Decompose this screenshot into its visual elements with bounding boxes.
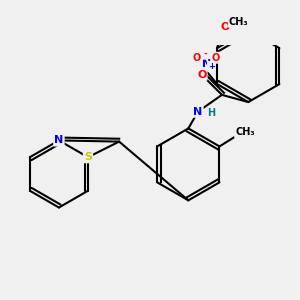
- Text: N: N: [54, 135, 64, 146]
- Text: O: O: [197, 70, 206, 80]
- Text: H: H: [207, 108, 215, 118]
- Text: S: S: [84, 152, 92, 162]
- Text: O: O: [212, 53, 220, 63]
- Text: O: O: [193, 53, 201, 63]
- Text: O: O: [220, 22, 230, 32]
- Text: -: -: [203, 50, 207, 59]
- Text: +: +: [208, 62, 215, 71]
- Text: N: N: [193, 106, 203, 117]
- Text: N: N: [202, 59, 211, 69]
- Text: CH₃: CH₃: [235, 127, 255, 137]
- Text: CH₃: CH₃: [229, 17, 248, 27]
